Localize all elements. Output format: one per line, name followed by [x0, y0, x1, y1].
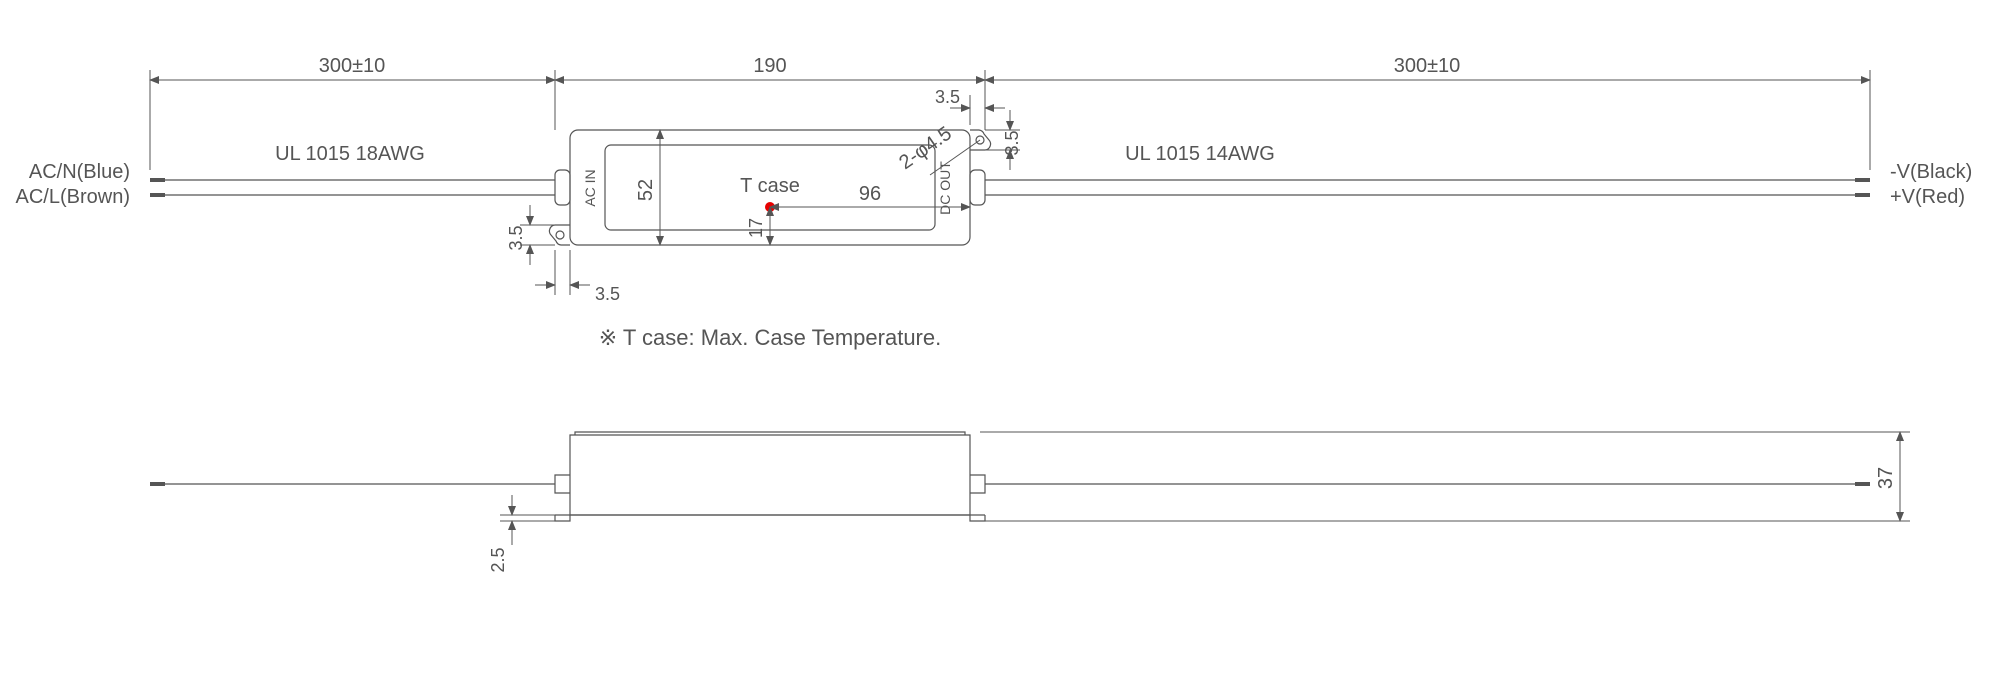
wire-ac-l-label: AC/L(Brown) — [16, 186, 130, 208]
tcase-label: T case — [740, 175, 800, 197]
tcase-note: ※ T case: Max. Case Temperature. — [599, 325, 941, 350]
dim-tab-w-left: 3.5 — [595, 284, 620, 304]
dim-tab-h-left: 3.5 — [506, 225, 526, 250]
dim-left-wire: 300±10 — [319, 55, 386, 77]
acin-label: AC IN — [582, 169, 598, 206]
dim-tcase-y: 17 — [746, 218, 766, 238]
dim-tcase-x: 96 — [859, 183, 881, 205]
wire-pos-label: +V(Red) — [1890, 186, 1965, 208]
dim-side-h: 37 — [1875, 467, 1897, 489]
dim-right-wire: 300±10 — [1394, 55, 1461, 77]
dim-side-tab: 2.5 — [488, 547, 508, 572]
wire-neg-label: -V(Black) — [1890, 161, 1972, 183]
dim-tab-h-right: 3.5 — [1002, 130, 1022, 155]
output-wires — [985, 180, 1870, 195]
dim-tab-w-right: 3.5 — [935, 87, 960, 107]
input-wires — [150, 180, 555, 195]
dim-body-h: 52 — [635, 179, 657, 201]
wire-out-spec-label: UL 1015 14AWG — [1125, 143, 1275, 165]
side-view — [555, 432, 985, 521]
wire-in-spec-label: UL 1015 18AWG — [275, 143, 425, 165]
drawing: AC IN DC OUT AC/N(Blue) AC/L(Brown) UL 1… — [0, 0, 2008, 676]
wire-ac-n-label: AC/N(Blue) — [29, 161, 130, 183]
dim-body-len: 190 — [753, 55, 786, 77]
